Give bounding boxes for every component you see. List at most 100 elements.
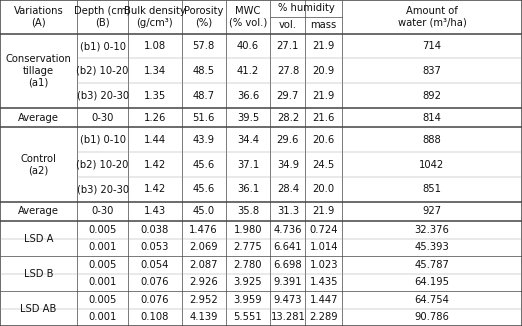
Text: 0.076: 0.076: [140, 277, 169, 287]
Text: 45.6: 45.6: [193, 184, 215, 194]
Text: 5.551: 5.551: [233, 312, 263, 322]
Text: Average: Average: [18, 113, 59, 123]
Text: (b2) 10-20: (b2) 10-20: [76, 66, 129, 76]
Text: 48.7: 48.7: [193, 91, 215, 100]
Text: 2.289: 2.289: [310, 312, 338, 322]
Text: 36.1: 36.1: [237, 184, 259, 194]
Text: 36.6: 36.6: [237, 91, 259, 100]
Text: 892: 892: [422, 91, 442, 100]
Text: 39.5: 39.5: [237, 113, 259, 123]
Text: 41.2: 41.2: [237, 66, 259, 76]
Text: 40.6: 40.6: [237, 41, 259, 51]
Text: 27.8: 27.8: [277, 66, 299, 76]
Text: LSD AB: LSD AB: [20, 304, 57, 314]
Text: 20.9: 20.9: [313, 66, 335, 76]
Text: (b2) 10-20: (b2) 10-20: [76, 159, 129, 170]
Text: 29.6: 29.6: [277, 135, 299, 145]
Text: 814: 814: [422, 113, 442, 123]
Text: Conservation
tillage
(a1): Conservation tillage (a1): [6, 54, 72, 87]
Text: 13.281: 13.281: [270, 312, 305, 322]
Text: 0.108: 0.108: [140, 312, 169, 322]
Text: 21.9: 21.9: [313, 91, 335, 100]
Text: 4.139: 4.139: [189, 312, 218, 322]
Text: Depth (cm)
(B): Depth (cm) (B): [75, 6, 130, 28]
Text: 2.926: 2.926: [189, 277, 218, 287]
Text: 0.076: 0.076: [140, 295, 169, 305]
Text: 1.42: 1.42: [144, 159, 166, 170]
Text: (b1) 0-10: (b1) 0-10: [79, 41, 126, 51]
Text: 1.476: 1.476: [189, 225, 218, 235]
Text: 1.980: 1.980: [234, 225, 262, 235]
Text: (b3) 20-30: (b3) 20-30: [77, 184, 128, 194]
Text: 1.43: 1.43: [144, 206, 166, 216]
Text: 35.8: 35.8: [237, 206, 259, 216]
Text: 714: 714: [422, 41, 442, 51]
Text: 27.1: 27.1: [277, 41, 299, 51]
Text: Bulk density
(g/cm³): Bulk density (g/cm³): [124, 6, 186, 28]
Text: vol.: vol.: [279, 20, 297, 30]
Text: 51.6: 51.6: [193, 113, 215, 123]
Text: 1.08: 1.08: [144, 41, 166, 51]
Text: 0.005: 0.005: [88, 260, 117, 270]
Text: 64.754: 64.754: [414, 295, 449, 305]
Text: 34.9: 34.9: [277, 159, 299, 170]
Text: 37.1: 37.1: [237, 159, 259, 170]
Text: 0-30: 0-30: [91, 113, 114, 123]
Text: 0.724: 0.724: [310, 225, 338, 235]
Text: 0.005: 0.005: [88, 225, 117, 235]
Text: 0.001: 0.001: [88, 312, 117, 322]
Text: % humidity: % humidity: [278, 4, 335, 13]
Text: 0.053: 0.053: [140, 242, 169, 252]
Text: 9.391: 9.391: [274, 277, 302, 287]
Text: 6.641: 6.641: [274, 242, 302, 252]
Text: 3.925: 3.925: [234, 277, 262, 287]
Text: 0.005: 0.005: [88, 295, 117, 305]
Text: 6.698: 6.698: [274, 260, 302, 270]
Text: (b1) 0-10: (b1) 0-10: [79, 135, 126, 145]
Text: 1.44: 1.44: [144, 135, 166, 145]
Text: 1.023: 1.023: [310, 260, 338, 270]
Text: LSD B: LSD B: [24, 269, 53, 279]
Text: 2.952: 2.952: [189, 295, 218, 305]
Text: 43.9: 43.9: [193, 135, 215, 145]
Text: 2.780: 2.780: [234, 260, 262, 270]
Text: 0.054: 0.054: [140, 260, 169, 270]
Text: mass: mass: [311, 20, 337, 30]
Text: 48.5: 48.5: [193, 66, 215, 76]
Text: 1.014: 1.014: [310, 242, 338, 252]
Text: 24.5: 24.5: [313, 159, 335, 170]
Text: 888: 888: [423, 135, 441, 145]
Text: 1.35: 1.35: [144, 91, 166, 100]
Text: 851: 851: [422, 184, 442, 194]
Text: 20.6: 20.6: [313, 135, 335, 145]
Text: 34.4: 34.4: [237, 135, 259, 145]
Text: 2.069: 2.069: [189, 242, 218, 252]
Text: 1.447: 1.447: [310, 295, 338, 305]
Text: (b3) 20-30: (b3) 20-30: [77, 91, 128, 100]
Text: 45.393: 45.393: [414, 242, 449, 252]
Text: 3.959: 3.959: [234, 295, 262, 305]
Text: 21.9: 21.9: [313, 206, 335, 216]
Text: 45.0: 45.0: [193, 206, 215, 216]
Text: 0.038: 0.038: [140, 225, 169, 235]
Text: 1.26: 1.26: [144, 113, 166, 123]
Text: 927: 927: [422, 206, 442, 216]
Text: 2.775: 2.775: [233, 242, 263, 252]
Text: MWC
(% vol.): MWC (% vol.): [229, 6, 267, 28]
Text: Average: Average: [18, 206, 59, 216]
Text: 2.087: 2.087: [189, 260, 218, 270]
Text: 31.3: 31.3: [277, 206, 299, 216]
Text: 837: 837: [422, 66, 442, 76]
Text: 0.001: 0.001: [88, 242, 117, 252]
Text: 20.0: 20.0: [313, 184, 335, 194]
Text: Amount of
water (m³/ha): Amount of water (m³/ha): [398, 6, 466, 28]
Text: 90.786: 90.786: [414, 312, 449, 322]
Text: 0-30: 0-30: [91, 206, 114, 216]
Text: 28.4: 28.4: [277, 184, 299, 194]
Text: 1042: 1042: [419, 159, 445, 170]
Text: Porosity
(%): Porosity (%): [184, 6, 223, 28]
Text: 28.2: 28.2: [277, 113, 299, 123]
Text: 0.001: 0.001: [88, 277, 117, 287]
Text: 21.9: 21.9: [313, 41, 335, 51]
Text: Variations
(A): Variations (A): [14, 6, 64, 28]
